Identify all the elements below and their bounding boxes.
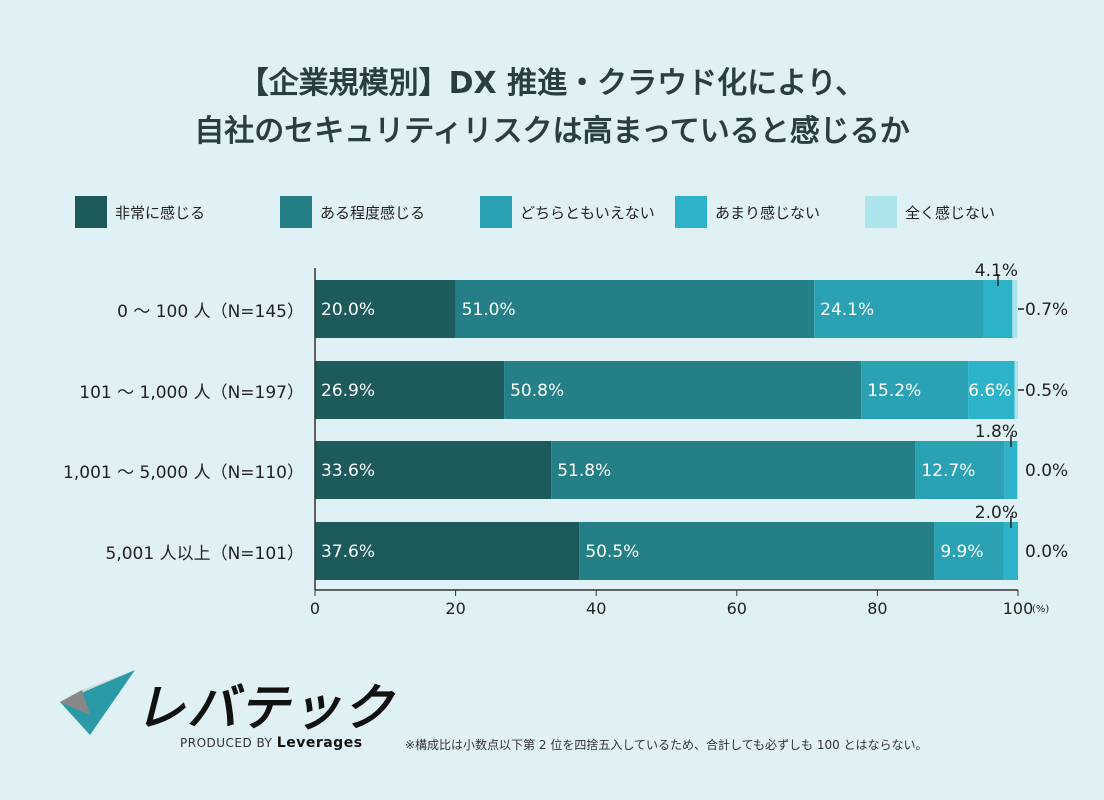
produced-by: PRODUCED BY Leverages [180, 735, 363, 751]
bar-segment [315, 522, 580, 580]
x-tick-label: 20 [445, 599, 465, 618]
bar-segment [1012, 280, 1018, 338]
data-label: 0.0% [1025, 542, 1068, 562]
data-label: 20.0% [321, 300, 375, 320]
legend-swatch [865, 196, 897, 228]
leverages-logo-mark [60, 670, 140, 739]
data-label: 1.8% [975, 422, 1018, 442]
data-label: 0.0% [1025, 461, 1068, 481]
category-label: 0 ～ 100 人（N=145） [117, 302, 304, 322]
legend-label: 全く感じない [905, 203, 996, 222]
data-label: 50.8% [510, 381, 564, 401]
bar-segment [579, 522, 935, 580]
bar-segment [504, 361, 862, 419]
category-label: 5,001 人以上（N=101） [105, 544, 304, 564]
bar-segment [455, 280, 815, 338]
category-label: 1,001 ～ 5,000 人（N=110） [63, 463, 304, 483]
data-label: 15.2% [867, 381, 921, 401]
legend-swatch [75, 196, 107, 228]
bar-segment [315, 441, 552, 499]
bar-segment [1004, 441, 1018, 499]
data-label: 26.9% [321, 381, 375, 401]
logo-text: レバテック [135, 679, 395, 737]
data-label: 0.7% [1025, 300, 1068, 320]
legend-swatch [675, 196, 707, 228]
bar-segment [934, 522, 1004, 580]
bar-segment [983, 280, 1013, 338]
bar-segment [1014, 361, 1018, 419]
data-label: 51.0% [462, 300, 516, 320]
data-label: 50.5% [585, 542, 639, 562]
bar-segment [861, 361, 969, 419]
x-tick-label: 80 [867, 599, 887, 618]
x-unit-label: (%) [1032, 604, 1049, 615]
legend-label: あまり感じない [715, 203, 821, 222]
bar-segment [968, 361, 1015, 419]
bar-segment [814, 280, 984, 338]
bar-segment [1003, 522, 1018, 580]
legend-item: 非常に感じる [75, 196, 280, 228]
bar-segment [315, 361, 505, 419]
legend-swatch [480, 196, 512, 228]
data-label: 2.0% [975, 503, 1018, 523]
data-label: 9.9% [940, 542, 983, 562]
legend-label: どちらともいえない [520, 203, 655, 222]
legend-item: どちらともいえない [480, 196, 675, 228]
legend-item: ある程度感じる [280, 196, 480, 228]
bar-segment [551, 441, 916, 499]
legend: 非常に感じる ある程度感じる どちらともいえない あまり感じない 全く感じない [75, 196, 1025, 228]
legend-swatch [280, 196, 312, 228]
x-tick-label: 0 [310, 599, 320, 618]
legend-label: ある程度感じる [320, 203, 426, 222]
data-label: 33.6% [321, 461, 375, 481]
data-label: 37.6% [321, 542, 375, 562]
data-label: 51.8% [557, 461, 611, 481]
bar-segment [315, 280, 456, 338]
data-label: 6.6% [968, 381, 1011, 401]
legend-label: 非常に感じる [115, 203, 206, 222]
legend-item: あまり感じない [675, 196, 865, 228]
data-label: 24.1% [820, 300, 874, 320]
chart-title-line-1: 【企業規模別】DX 推進・クラウド化により、 [238, 66, 866, 101]
legend-item: 全く感じない [865, 196, 1025, 228]
x-tick-label: 40 [586, 599, 606, 618]
data-label: 12.7% [921, 461, 975, 481]
category-label: 101 ～ 1,000 人（N=197） [79, 383, 304, 403]
x-tick-label: 60 [727, 599, 747, 618]
footnote: ※構成比は小数点以下第 2 位を四捨五入しているため、合計しても必ずしも 100… [405, 738, 928, 752]
chart-title-line-2: 自社のセキュリティリスクは高まっていると感じるか [194, 114, 910, 149]
bar-segment [915, 441, 1005, 499]
data-label: 0.5% [1025, 381, 1068, 401]
data-label: 4.1% [975, 261, 1018, 281]
x-tick-label: 100 [1003, 599, 1034, 618]
